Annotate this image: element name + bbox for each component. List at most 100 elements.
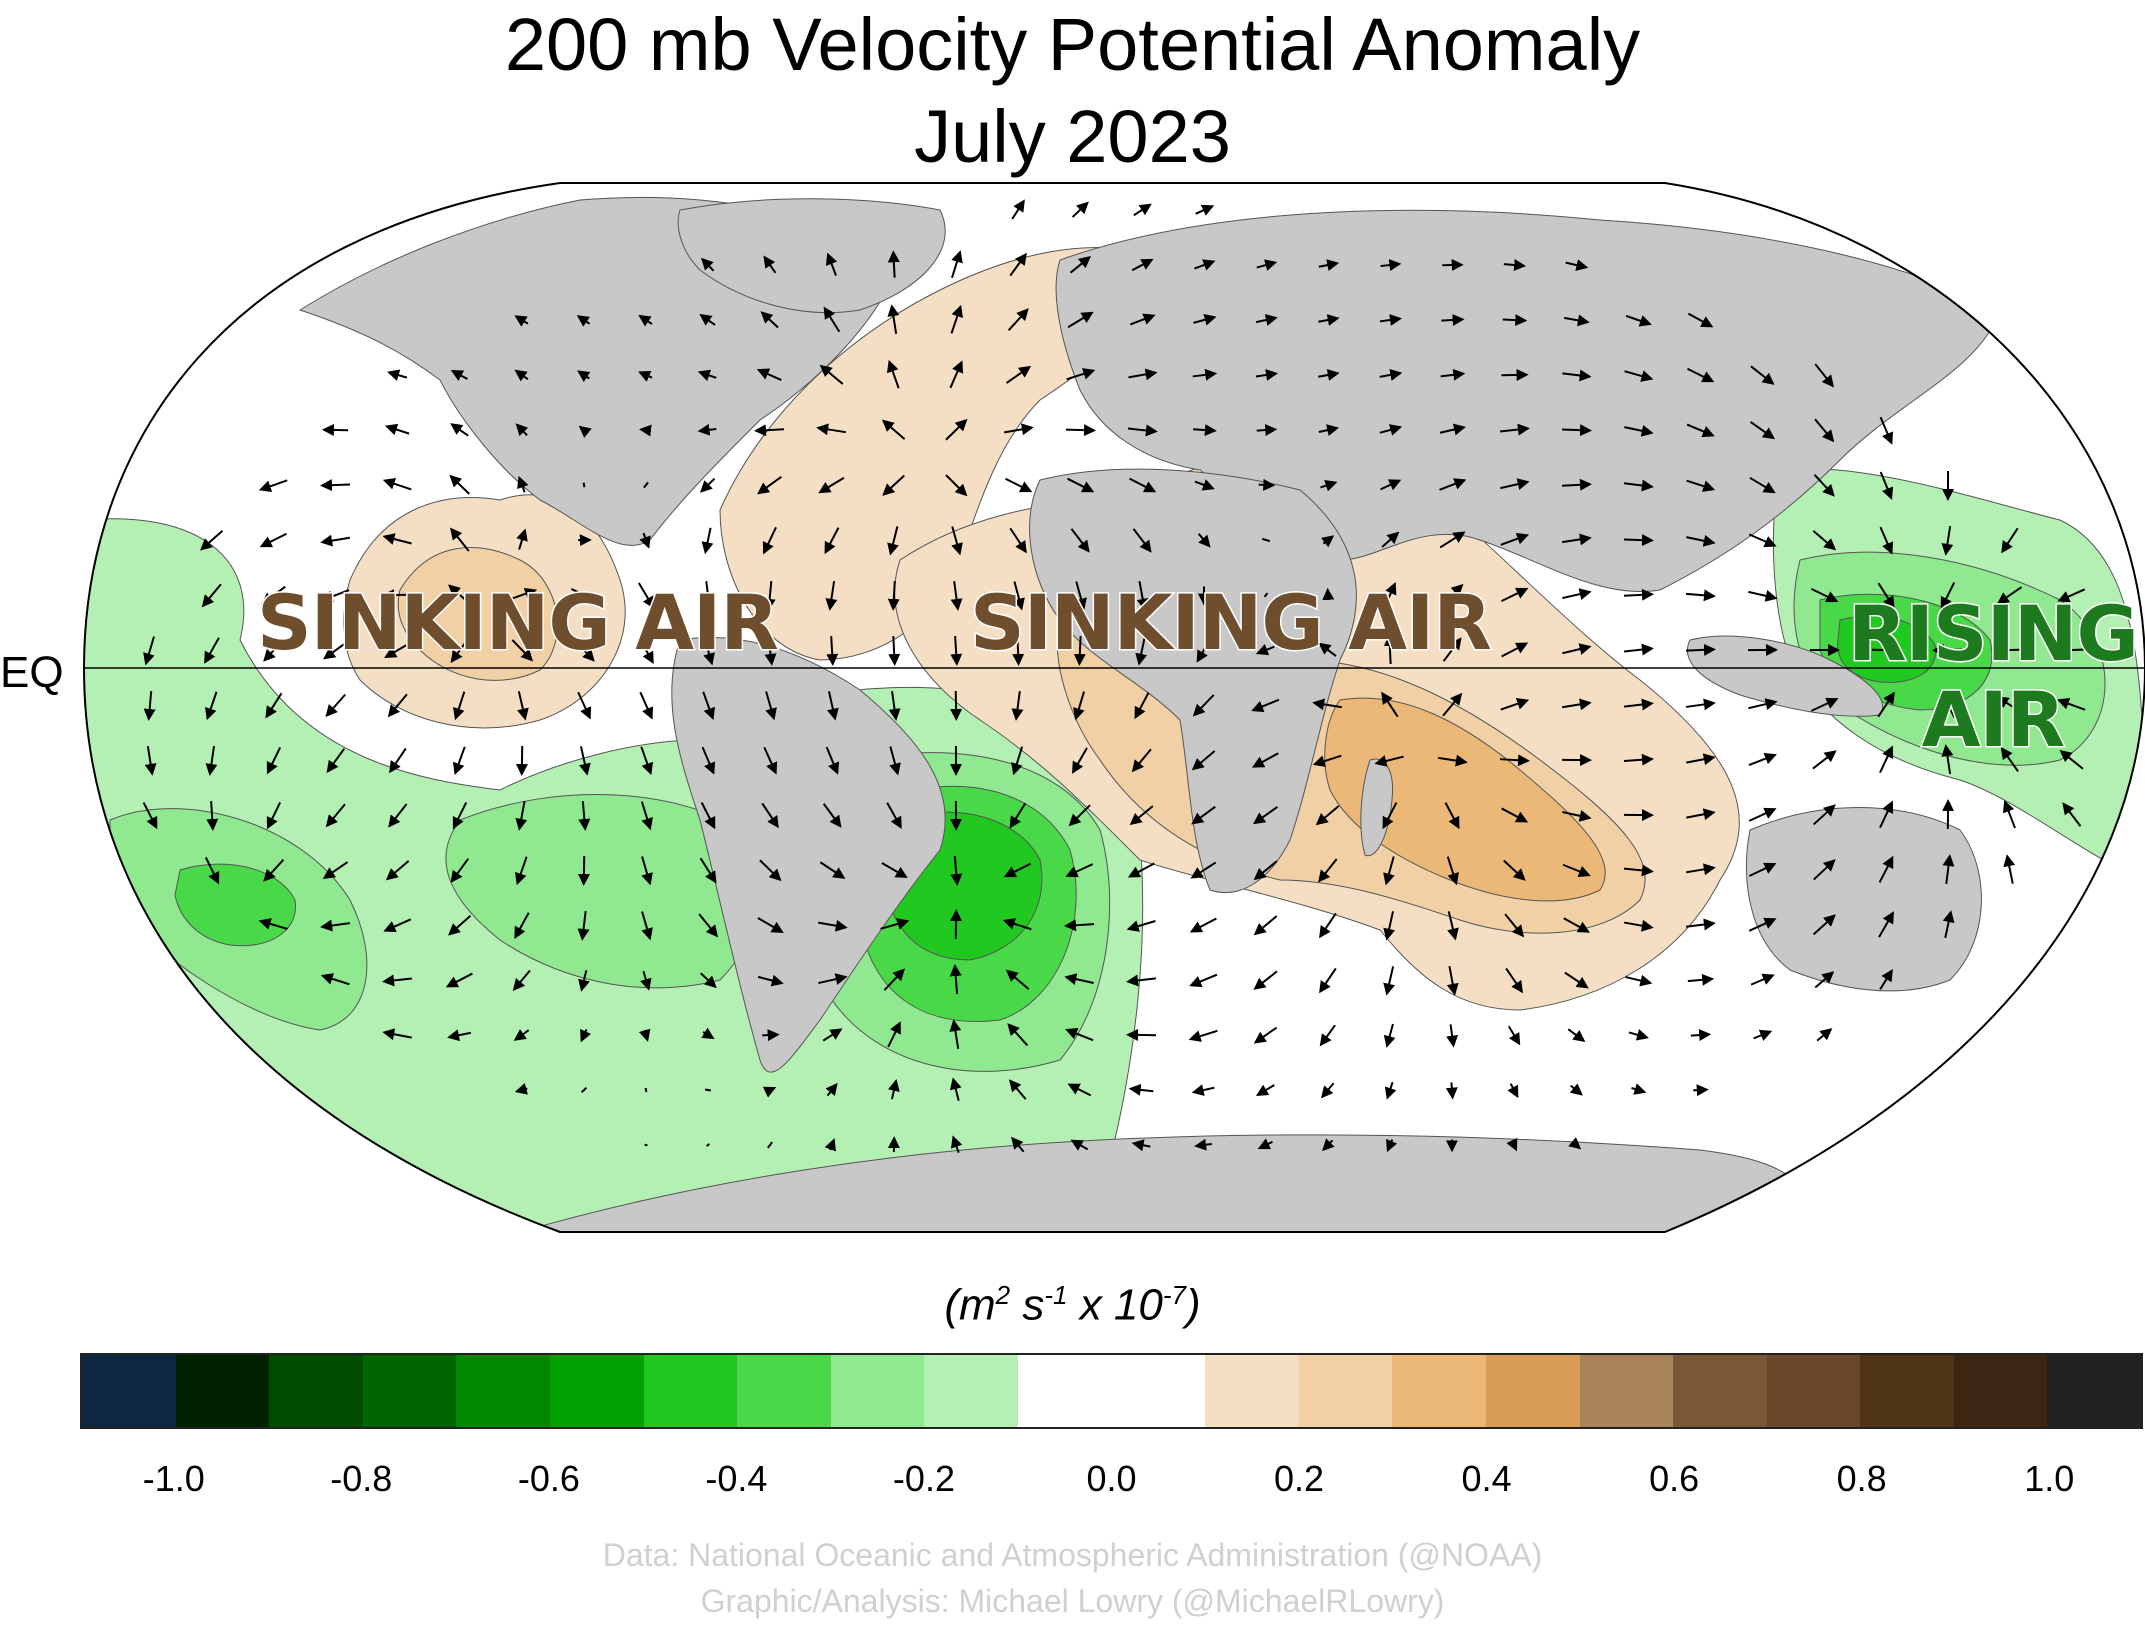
wind-vector-arrow bbox=[577, 370, 591, 383]
wind-vector-arrow bbox=[515, 801, 528, 831]
colorbar-swatch bbox=[643, 1355, 738, 1427]
wind-vector-arrow bbox=[1568, 1137, 1582, 1150]
wind-vector-arrow bbox=[1810, 697, 1839, 712]
wind-vector-arrow bbox=[515, 423, 529, 437]
colorbar-tick-label: -1.0 bbox=[142, 1458, 205, 1499]
wind-vector-arrow bbox=[580, 1028, 592, 1043]
colorbar-swatch bbox=[1392, 1355, 1486, 1427]
wind-vector-arrow bbox=[888, 690, 901, 721]
wind-vector-arrow bbox=[578, 969, 590, 992]
wind-vector-arrow bbox=[1381, 531, 1400, 548]
wind-vector-arrow bbox=[1879, 471, 1894, 500]
wind-vector-arrow bbox=[266, 801, 282, 830]
wind-vector-arrow bbox=[701, 1027, 715, 1040]
wind-vector-arrow bbox=[641, 856, 653, 886]
wind-vector-arrow bbox=[1500, 587, 1529, 603]
colorbar-swatch bbox=[456, 1355, 550, 1427]
wind-vector-arrow bbox=[1446, 856, 1459, 886]
wind-vector-arrow bbox=[1197, 533, 1211, 548]
wind-vector-arrow bbox=[508, 588, 538, 601]
colorbar-tick-label: -0.2 bbox=[892, 1458, 955, 1499]
wind-vector-arrow bbox=[1126, 974, 1157, 987]
wind-vector-arrow bbox=[945, 418, 968, 441]
wind-vector-arrow bbox=[452, 746, 466, 776]
wind-vector-arrow bbox=[1816, 1028, 1833, 1042]
data-credit: Data: National Oceanic and Atmospheric A… bbox=[602, 1537, 1543, 1573]
wind-vector-arrow bbox=[2001, 527, 2019, 554]
wind-vector-arrow bbox=[644, 1087, 648, 1093]
wind-vector-arrow bbox=[819, 364, 844, 385]
wind-vector-arrow bbox=[1561, 424, 1592, 437]
wind-vector-arrow bbox=[320, 479, 351, 492]
wind-vector-arrow bbox=[570, 588, 599, 603]
wind-vector-arrow bbox=[1003, 862, 1031, 878]
wind-vector-arrow bbox=[1625, 974, 1653, 987]
wind-vector-arrow bbox=[1383, 1023, 1396, 1048]
wind-vector-arrow bbox=[1686, 753, 1716, 766]
wind-vector-arrow bbox=[512, 969, 531, 991]
wind-vector-arrow bbox=[765, 691, 777, 721]
wind-vector-arrow bbox=[949, 1019, 962, 1049]
wind-vector-arrow bbox=[1191, 750, 1216, 771]
wind-vector-arrow bbox=[1263, 592, 1269, 598]
wind-vector-arrow bbox=[1748, 807, 1777, 822]
wind-vector-arrow bbox=[643, 481, 649, 489]
wind-vector-arrow bbox=[1318, 642, 1337, 657]
wind-vector-arrow bbox=[641, 911, 653, 941]
rising-region-south-america-mid bbox=[445, 794, 763, 989]
colorbar-swatch bbox=[924, 1355, 1018, 1427]
wind-vector-arrow bbox=[1748, 533, 1777, 548]
wind-vector-arrow bbox=[822, 803, 842, 828]
wind-vector-arrow bbox=[638, 637, 654, 665]
wind-vector-arrow bbox=[448, 914, 472, 936]
wind-vector-arrow bbox=[1810, 587, 1839, 603]
wind-vector-arrow bbox=[577, 910, 590, 941]
wind-vector-arrow bbox=[1066, 368, 1096, 381]
wind-vector-arrow bbox=[880, 918, 910, 930]
wind-vector-arrow bbox=[1194, 1138, 1212, 1151]
wind-vector-arrow bbox=[882, 474, 905, 496]
wind-vector-arrow bbox=[320, 919, 351, 932]
wind-vector-arrow bbox=[887, 359, 900, 389]
wind-vector-arrow bbox=[1189, 973, 1218, 988]
wind-vector-arrow bbox=[1501, 807, 1529, 823]
wind-vector-arrow bbox=[763, 580, 776, 611]
wind-vector-arrow bbox=[2002, 800, 2016, 829]
wind-vector-arrow bbox=[515, 856, 528, 886]
wind-vector-arrow bbox=[1748, 752, 1777, 766]
wind-vector-arrow bbox=[1623, 753, 1654, 766]
wind-vector-arrow bbox=[1502, 314, 1528, 327]
wind-vector-arrow bbox=[699, 972, 717, 989]
colorbar-tick-label: -0.6 bbox=[517, 1458, 580, 1499]
wind-vector-arrow bbox=[1258, 478, 1276, 491]
colorbar-swatch bbox=[2047, 1355, 2142, 1427]
wind-vector-arrow bbox=[1374, 755, 1404, 767]
wind-vector-arrow bbox=[950, 580, 963, 611]
wind-vector-arrow bbox=[1879, 745, 1894, 774]
wind-vector-arrow bbox=[1128, 1083, 1154, 1096]
wind-vector-arrow bbox=[1383, 634, 1396, 665]
wind-vector-arrow bbox=[763, 255, 777, 274]
wind-vector-arrow bbox=[1131, 748, 1152, 773]
wind-vector-arrow bbox=[1631, 1083, 1647, 1095]
wind-vector-arrow bbox=[1007, 308, 1029, 332]
wind-vector-arrow bbox=[697, 369, 717, 382]
wind-vector-arrow bbox=[580, 1086, 588, 1094]
wind-vector-arrow bbox=[1623, 588, 1654, 601]
wind-vector-arrow bbox=[819, 861, 846, 879]
wind-vector-arrow bbox=[1318, 858, 1338, 883]
wind-vector-arrow bbox=[1499, 754, 1530, 767]
wind-vector-arrow bbox=[1194, 259, 1216, 271]
wind-vector-arrow bbox=[1507, 1083, 1519, 1099]
wind-vector-arrow bbox=[320, 534, 350, 547]
wind-vector-arrow bbox=[582, 482, 586, 488]
wind-vector-arrow bbox=[945, 474, 968, 497]
wind-vector-arrow bbox=[1562, 698, 1592, 711]
wind-vector-arrow bbox=[1312, 754, 1342, 767]
wind-vector-arrow bbox=[2056, 644, 2087, 657]
wind-vector-arrow bbox=[1438, 754, 1468, 767]
wind-vector-arrow bbox=[1379, 369, 1403, 381]
wind-vector-arrow bbox=[886, 802, 902, 829]
wind-vector-arrow bbox=[818, 973, 848, 985]
wind-vector-arrow bbox=[1562, 533, 1592, 546]
